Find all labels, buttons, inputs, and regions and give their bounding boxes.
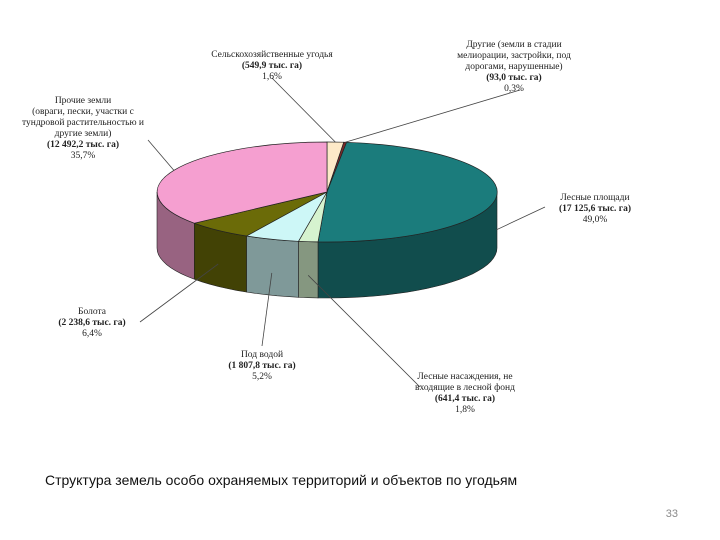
leader-line-swamp	[139, 263, 219, 323]
label-misc-name-2: (овраги, пески, участки с	[32, 107, 134, 117]
pie-slice-misc	[156, 141, 328, 224]
label-swamp: Болота (2 238,6 тыс. га) 6,4%	[42, 307, 142, 340]
label-plant-name-2: входящие в лесной фонд	[415, 383, 515, 393]
leader-line-misc	[147, 139, 175, 171]
label-agri-pct: 1,6%	[262, 72, 282, 82]
label-plant: Лесные насаждения, не входящие в лесной …	[400, 372, 530, 416]
leader-line-other	[345, 89, 521, 143]
label-forest-name: Лесные площади	[560, 193, 630, 203]
leader-line-plant	[307, 275, 421, 388]
label-misc-pct: 35,7%	[70, 151, 96, 161]
label-plant-pct: 1,8%	[455, 405, 475, 415]
pie-slice-forest	[317, 141, 498, 243]
label-misc-name-1: Прочие земли	[54, 96, 112, 106]
leader-line-forest	[496, 206, 546, 231]
leader-line-water	[261, 272, 273, 347]
label-other: Другие (земли в стадии мелиорации, застр…	[440, 40, 588, 95]
label-water: Под водой (1 807,8 тыс. га) 5,2%	[212, 350, 312, 383]
label-other-name-3: дорогами, нарушенные)	[465, 62, 563, 72]
label-water-pct: 5,2%	[252, 372, 272, 382]
label-other-name-1: Другие (земли в стадии	[466, 40, 562, 50]
label-plant-name-1: Лесные насаждения, не	[417, 372, 513, 382]
label-water-name: Под водой	[240, 350, 284, 360]
label-misc: Прочие земли (овраги, пески, участки с т…	[16, 96, 150, 162]
label-forest-value: (17 125,6 тыс. га)	[558, 204, 632, 214]
label-forest: Лесные площади (17 125,6 тыс. га) 49,0%	[540, 193, 650, 226]
label-swamp-name: Болота	[78, 307, 106, 317]
pie-tops	[156, 141, 498, 243]
label-other-value: (93,0 тыс. га)	[486, 73, 542, 83]
label-agri-name: Сельскохозяйственные угодья	[211, 50, 333, 60]
label-plant-value: (641,4 тыс. га)	[434, 394, 496, 404]
label-swamp-value: (2 238,6 тыс. га)	[58, 318, 126, 328]
pie-chart	[139, 77, 546, 388]
label-forest-pct: 49,0%	[582, 215, 608, 225]
label-water-value: (1 807,8 тыс. га)	[228, 361, 296, 371]
label-misc-value: (12 492,2 тыс. га)	[46, 140, 120, 150]
label-misc-name-3: тундровой растительностью и	[21, 118, 144, 128]
label-swamp-pct: 6,4%	[82, 329, 102, 339]
leader-line-agri	[271, 77, 336, 143]
label-agri-value: (549,9 тыс. га)	[241, 61, 303, 71]
label-agri: Сельскохозяйственные угодья (549,9 тыс. …	[192, 50, 352, 83]
label-other-name-2: мелиорации, застройки, под	[457, 51, 571, 61]
label-other-pct: 0,3%	[504, 84, 524, 94]
slide-caption: Структура земель особо охраняемых террит…	[45, 472, 518, 488]
pie-side-water	[246, 235, 299, 298]
label-misc-name-4: другие земли)	[54, 129, 112, 139]
pie-side-plant	[298, 240, 319, 299]
leader-lines	[139, 77, 546, 388]
page-number: 33	[665, 508, 678, 520]
pie-sides	[156, 191, 498, 299]
